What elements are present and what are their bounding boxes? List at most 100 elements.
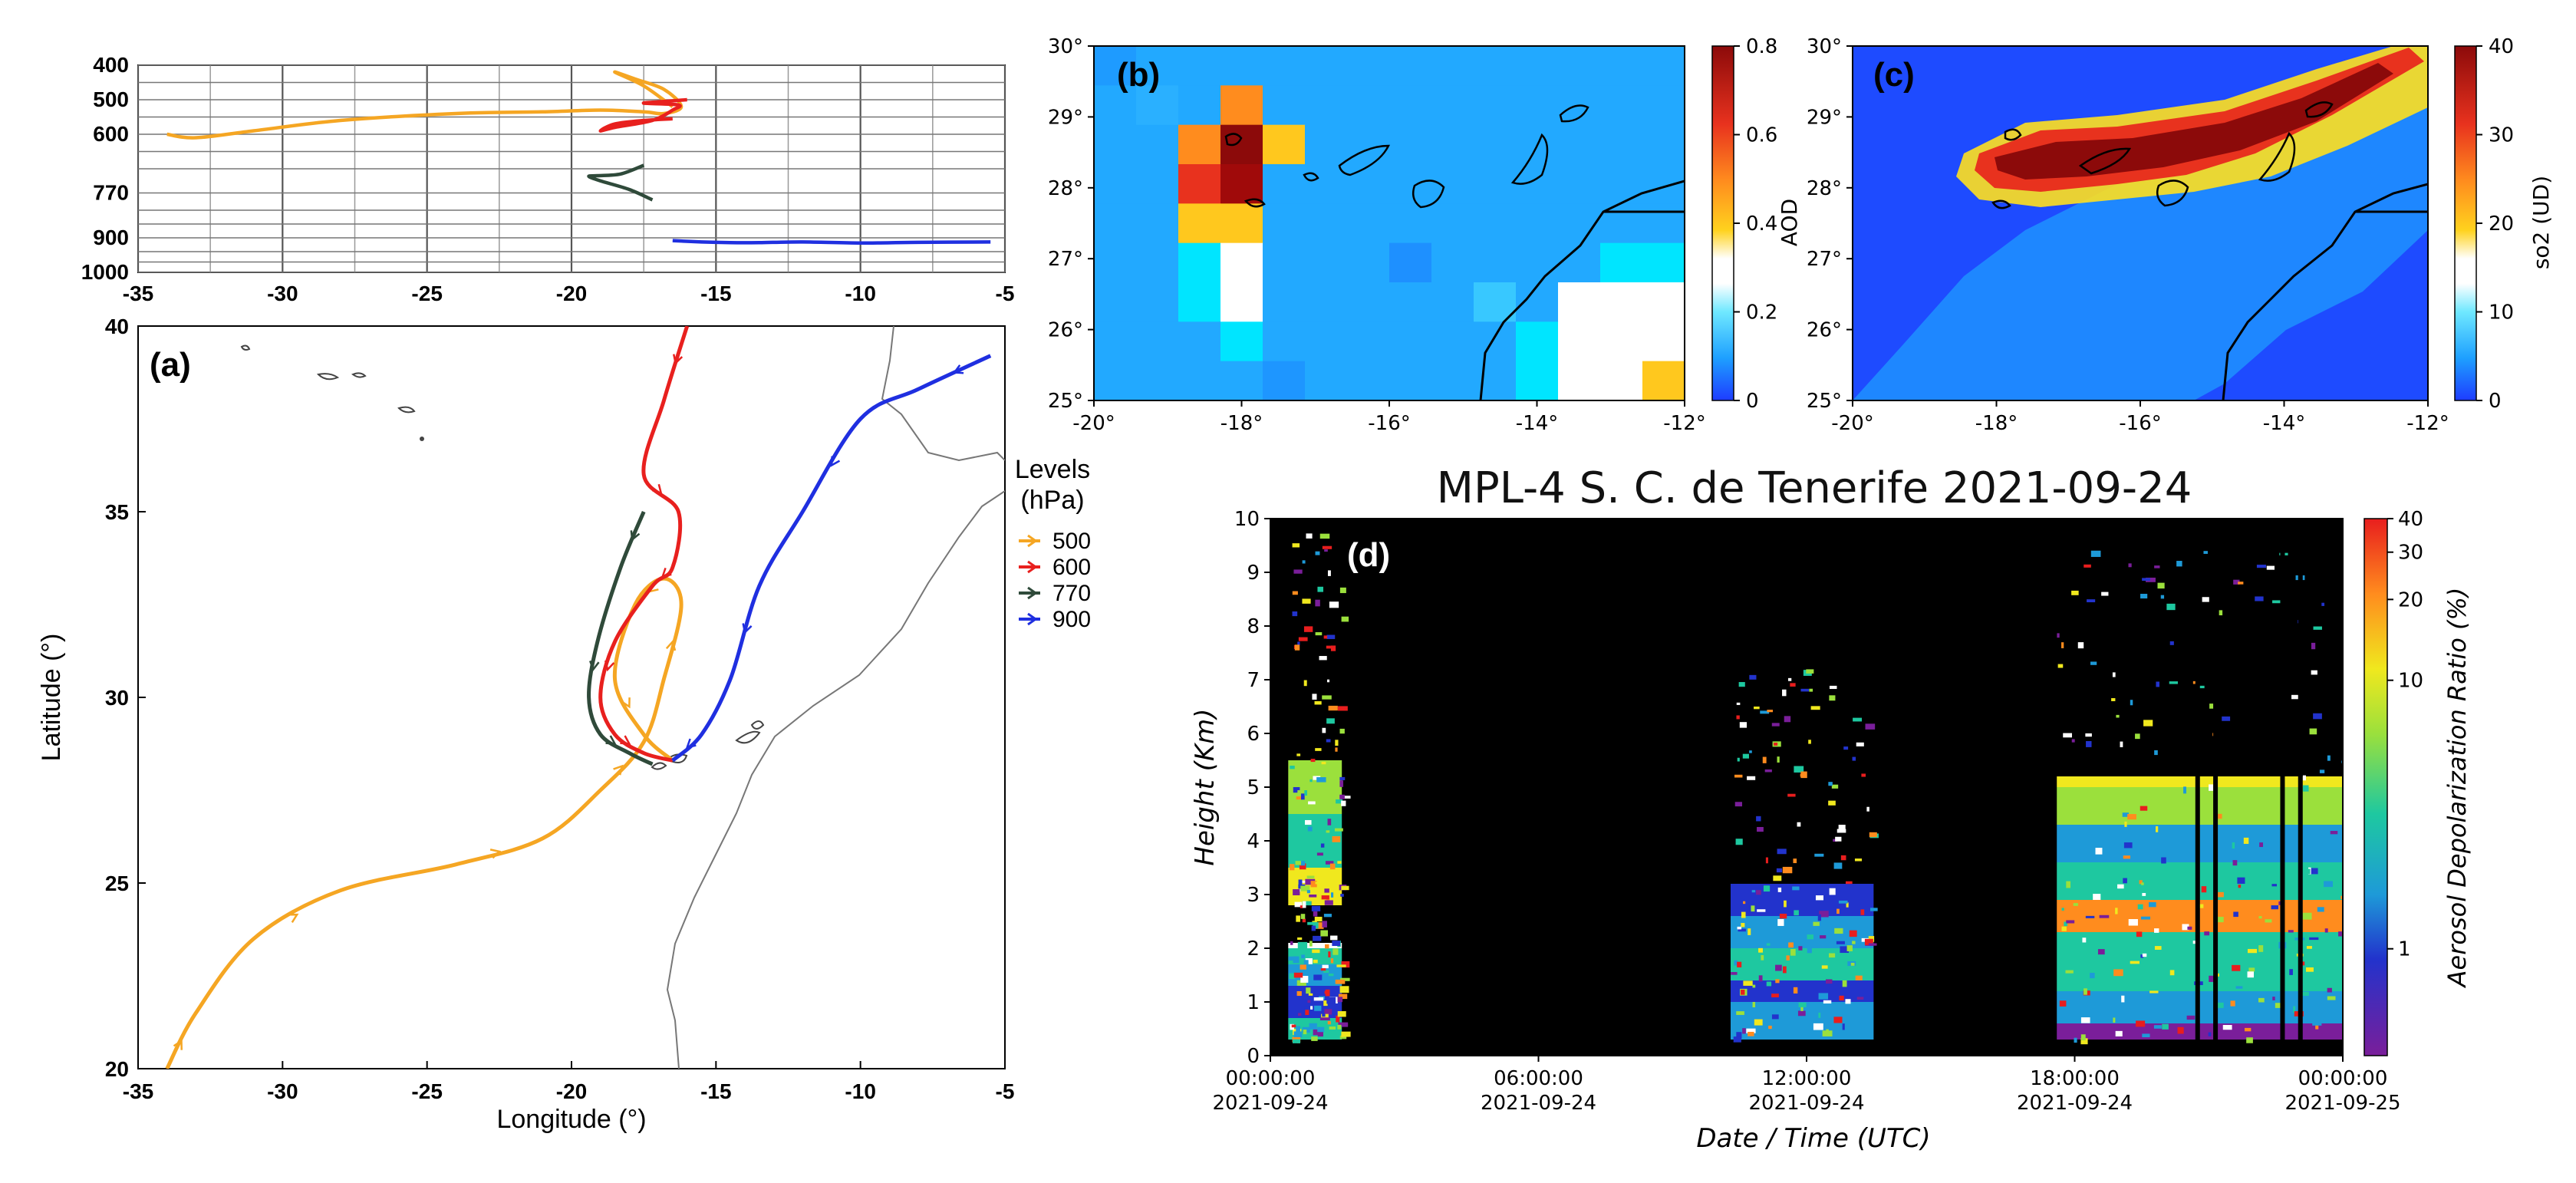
lidar-speckle: [1831, 784, 1839, 789]
aod-y-tick-label: 30°: [1048, 35, 1083, 58]
lidar-speckle: [1814, 853, 1824, 857]
lidar-speckle: [2176, 561, 2182, 567]
lidar-speckle: [1297, 789, 1304, 797]
depol-colorbar-label: Aerosol Depolarization Ratio (%): [2443, 588, 2472, 989]
lidar-speckle: [1771, 994, 1779, 998]
strip-lon-tick-label: -35: [123, 282, 153, 305]
aod-x-tick-label: -12°: [1663, 412, 1705, 435]
lidar-speckle: [2154, 946, 2162, 951]
lidar-x-tick-time: 18:00:00: [2030, 1067, 2120, 1090]
lidar-speckle: [2187, 926, 2192, 930]
lidar-speckle: [2155, 825, 2159, 832]
lidar-speckle: [2327, 996, 2336, 1000]
lidar-speckle: [1768, 1025, 1772, 1030]
lidar-speckle: [1788, 677, 1792, 681]
map-lon-tick-label: -25: [411, 1079, 442, 1103]
aod-colorbar-label: AOD: [1777, 199, 1802, 246]
lidar-speckle: [2141, 882, 2144, 885]
lidar-speckle: [1322, 921, 1327, 928]
lidar-data-windows: [1288, 519, 2343, 1056]
lidar-speckle: [1288, 956, 1298, 961]
azores-island: [420, 437, 424, 441]
lidar-speckle: [1319, 1017, 1330, 1020]
trajectory-arrow-500: [489, 849, 502, 859]
lidar-speckle: [1736, 702, 1741, 705]
trajectory-arrow-500: [613, 764, 624, 776]
lidar-speckle: [1749, 674, 1757, 680]
lidar-speckle: [2142, 953, 2147, 957]
so2-colorbar: [2454, 45, 2477, 401]
lidar-speckle: [1798, 946, 1803, 951]
lidar-speckle: [1324, 1009, 1332, 1015]
lidar-speckle: [1828, 953, 1836, 958]
lidar-speckle: [2082, 938, 2087, 943]
aod-cell: [1558, 282, 1601, 322]
pressure-strip-series: [166, 70, 991, 245]
lidar-speckle: [1336, 799, 1343, 804]
map-lon-tick-label: -5: [996, 1079, 1015, 1103]
depol-cbar-tick-label: 20: [2398, 588, 2423, 611]
lidar-speckle: [1855, 975, 1863, 980]
lidar-speckle: [2139, 880, 2143, 885]
aod-cell: [1220, 282, 1263, 322]
lidar-speckle: [2248, 967, 2255, 972]
aod-cell: [1220, 164, 1263, 204]
lidar-speckle: [1746, 1028, 1756, 1033]
so2-y-tick-label: 29°: [1807, 106, 1842, 129]
lidar-speckle: [1820, 935, 1827, 939]
lidar-speckle: [2169, 970, 2175, 976]
lidar-speckle: [1757, 826, 1764, 832]
lidar-speckle: [1322, 964, 1329, 969]
pressure-tick-label: 900: [93, 226, 129, 249]
lidar-speckle: [2154, 565, 2160, 568]
lidar-speckle: [2289, 969, 2293, 975]
lidar-speckle: [1748, 928, 1751, 935]
lidar-speckle: [1335, 979, 1346, 984]
lidar-speckle: [1817, 914, 1821, 921]
lidar-speckle: [1740, 951, 1745, 958]
lidar-y-tick-label: 6: [1247, 723, 1260, 746]
lidar-speckle: [2124, 821, 2127, 827]
legend-title-line1: Levels: [1015, 455, 1090, 484]
aod-cell: [1642, 321, 1685, 362]
lidar-speckle: [1324, 549, 1328, 552]
lidar-speckle: [1836, 829, 1846, 833]
lidar-speckle: [2309, 728, 2317, 735]
aod-cell: [1263, 203, 1306, 244]
lidar-speckle: [1743, 901, 1746, 905]
legend-arrow-770: [1027, 586, 1038, 600]
lidar-band: [1288, 943, 1342, 948]
lidar-speckle: [1309, 894, 1317, 898]
lidar-speckle: [1311, 905, 1321, 911]
lidar-gap: [2298, 519, 2303, 1056]
lidar-speckle: [1829, 888, 1836, 895]
lidar-speckle: [1865, 723, 1876, 730]
lidar-speckle: [1733, 1036, 1741, 1043]
lidar-speckle: [1302, 901, 1306, 908]
aod-cbar-tick-label: 0.8: [1746, 35, 1777, 58]
lidar-speckle: [2315, 984, 2323, 990]
map-lat-tick-label: 30: [105, 686, 129, 710]
lidar-speckle: [1854, 858, 1863, 862]
lidar-speckle: [1756, 816, 1761, 822]
lidar-speckle: [2246, 1037, 2253, 1043]
aod-cell: [1220, 203, 1263, 244]
aod-cell: [1220, 242, 1263, 283]
lidar-speckle: [1321, 761, 1326, 765]
lidar-speckle: [2271, 884, 2278, 887]
lidar-speckle: [1305, 819, 1312, 825]
lidar-speckle: [1738, 682, 1745, 687]
aod-cell: [1305, 203, 1348, 244]
lidar-speckle: [1331, 892, 1334, 898]
aod-cell: [1347, 164, 1390, 204]
lidar-speckle: [2302, 868, 2311, 875]
aod-cell: [1558, 242, 1601, 283]
legend-label-600: 600: [1052, 555, 1091, 580]
aod-cell: [1642, 361, 1685, 400]
aod-cell: [1474, 85, 1517, 126]
lidar-speckle: [1810, 706, 1820, 710]
lidar-speckle: [2232, 842, 2235, 849]
aod-cbar-tick-label: 0.2: [1746, 302, 1777, 325]
lidar-speckle: [1313, 974, 1323, 980]
lidar-speckle: [1290, 864, 1295, 871]
